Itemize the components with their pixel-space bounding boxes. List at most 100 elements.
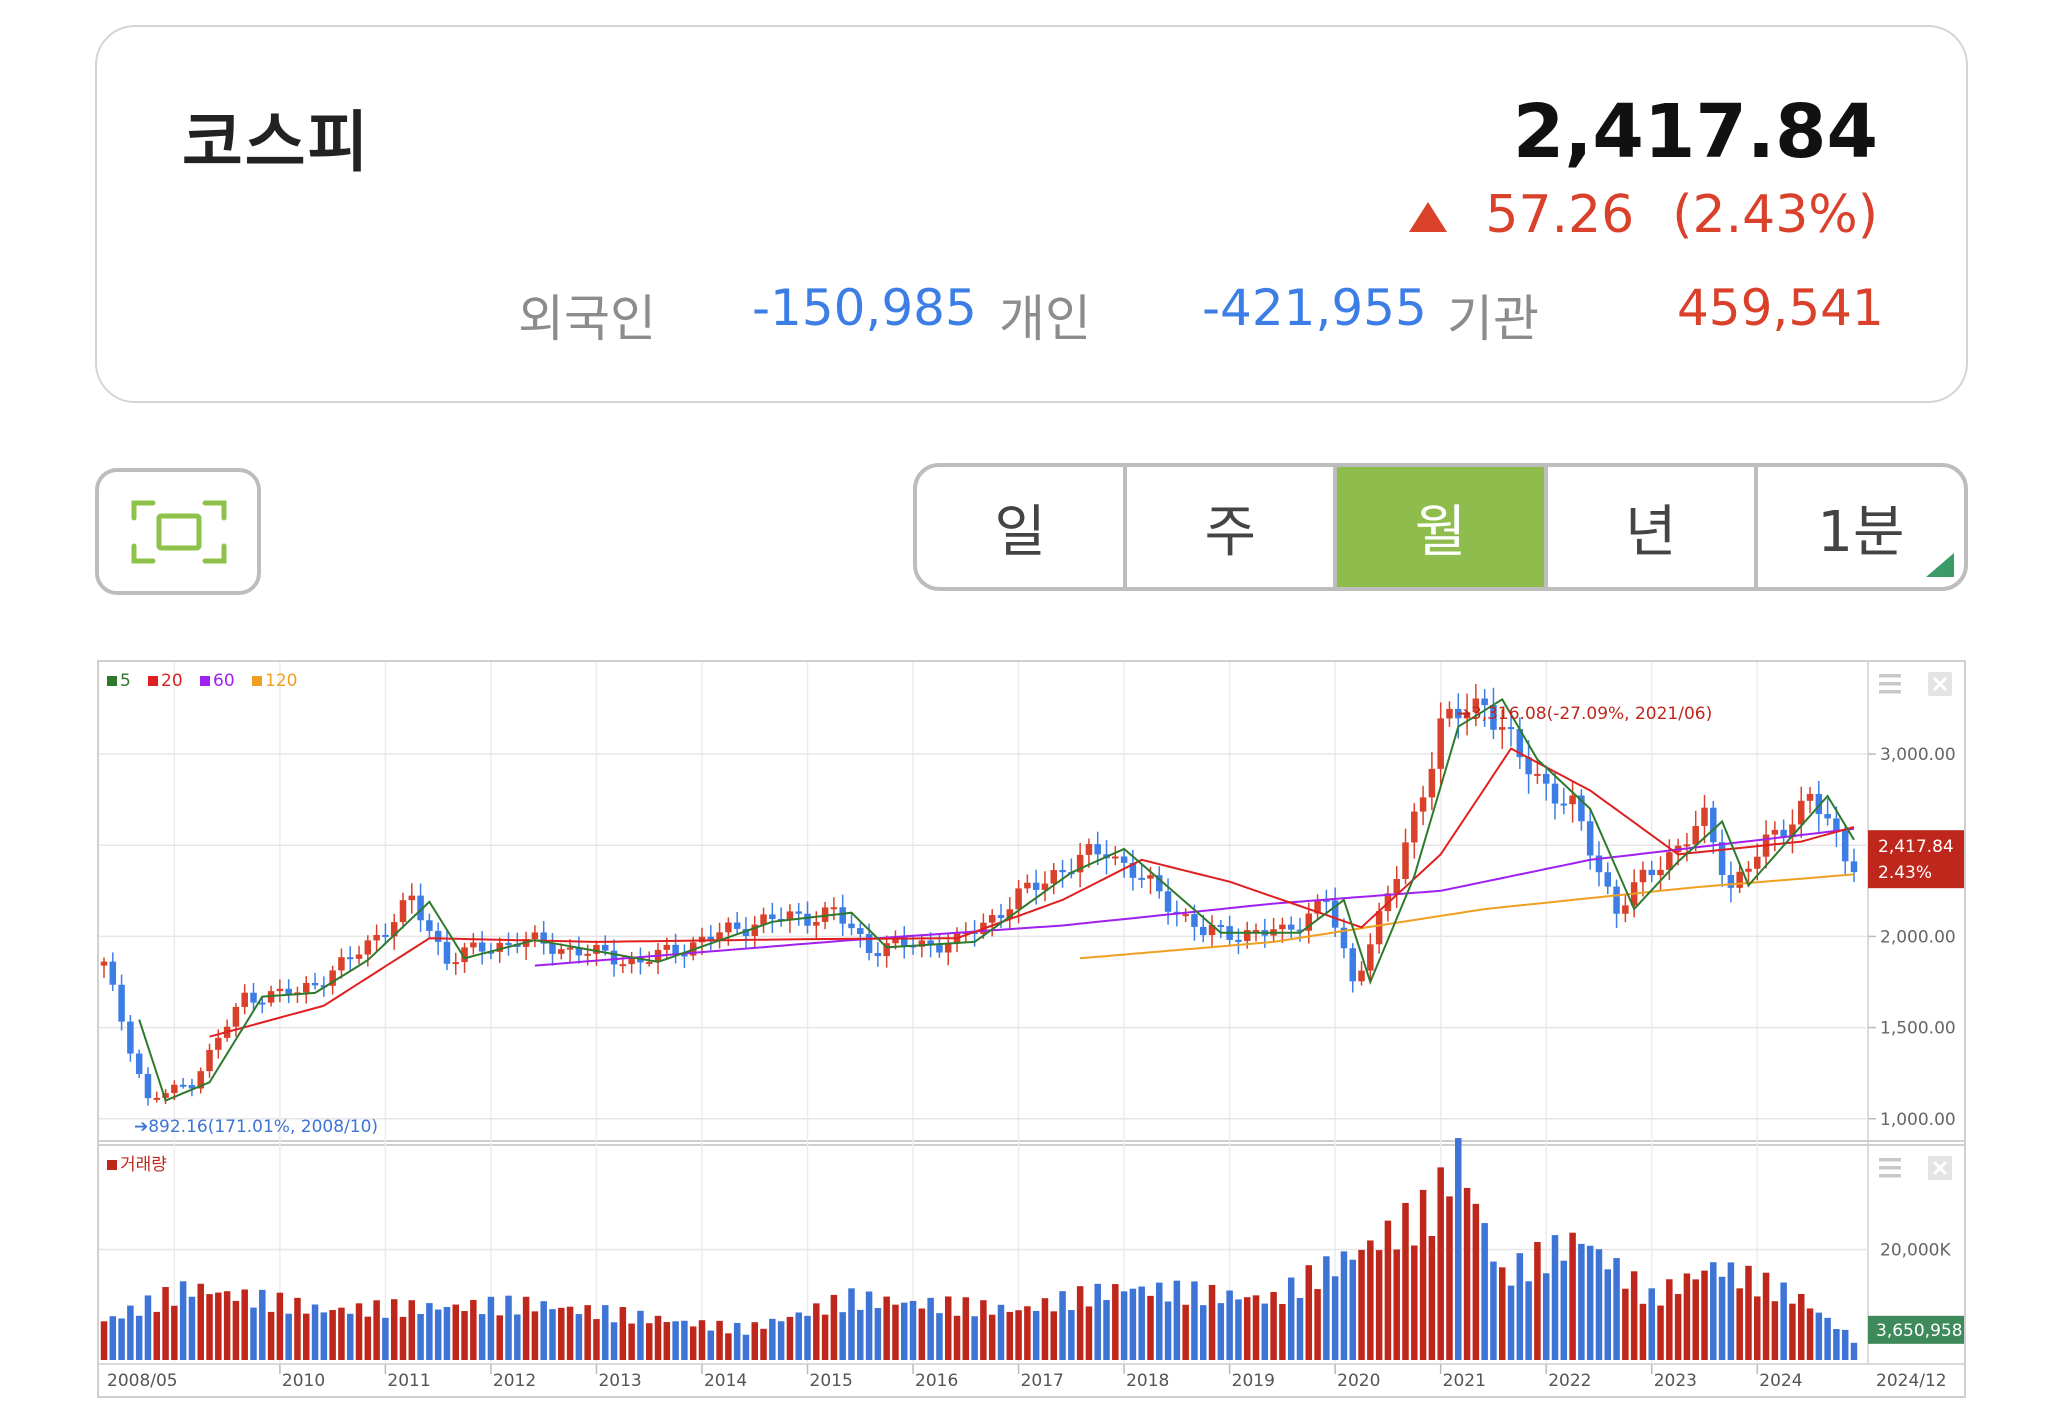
volume-bar [1622, 1288, 1629, 1360]
candle-body [1112, 856, 1119, 859]
legend-swatch [148, 676, 158, 686]
volume-bar [250, 1307, 257, 1360]
volume-bar [1156, 1282, 1163, 1360]
legend-label: 60 [213, 671, 235, 691]
candle-body [1463, 712, 1471, 719]
candle-body [1437, 718, 1444, 769]
candle-body [1613, 886, 1620, 914]
candle-body [1340, 927, 1348, 949]
legend-swatch [252, 676, 262, 686]
candle-body [1833, 818, 1840, 831]
volume-bar [338, 1307, 345, 1360]
candle-body [382, 934, 389, 937]
tab-minute[interactable]: 1분 [1758, 467, 1964, 587]
candle-body [918, 940, 926, 947]
volume-bar [1349, 1259, 1356, 1360]
x-tick-label: 2021 [1443, 1371, 1486, 1391]
candle-body [1129, 862, 1137, 878]
tab-day[interactable]: 일 [917, 467, 1128, 587]
candle-body [1578, 795, 1585, 822]
volume-bar [1604, 1269, 1612, 1360]
volume-bar [777, 1321, 785, 1360]
candle-body [549, 943, 556, 954]
candle-body [1780, 829, 1787, 838]
candle-body [1455, 708, 1462, 719]
candle-body [461, 947, 468, 963]
volume-bar [689, 1326, 697, 1360]
volume-bar [408, 1300, 416, 1360]
volume-bar [434, 1309, 442, 1360]
candle-body [1841, 830, 1849, 862]
candle-body [1710, 807, 1717, 843]
volume-bar [944, 1296, 952, 1360]
legend-label: 거래량 [120, 1155, 167, 1175]
candle-body [1208, 924, 1216, 936]
candle-body [848, 923, 855, 929]
candle-body [566, 947, 574, 950]
fullscreen-button[interactable] [95, 468, 261, 595]
candle-body [795, 911, 802, 914]
candle-body [276, 988, 284, 992]
candle-body [1622, 905, 1629, 914]
volume-bar [232, 1300, 240, 1360]
candle-body [364, 940, 372, 955]
menu-icon [1879, 1158, 1901, 1162]
volume-bar [1120, 1291, 1128, 1360]
tab-year[interactable]: 년 [1548, 467, 1758, 587]
volume-bar [1041, 1298, 1049, 1360]
candle-body [1850, 861, 1858, 873]
candle-body [1560, 803, 1568, 806]
candle-body [1542, 773, 1550, 784]
candle-body [1639, 869, 1647, 883]
volume-bar [162, 1287, 169, 1360]
volume-bar [1411, 1245, 1418, 1360]
candle-body [127, 1021, 134, 1054]
candle-body [399, 900, 407, 923]
volume-bar [602, 1305, 609, 1360]
volume-bar [962, 1297, 970, 1360]
last-volume-badge [1868, 1315, 1964, 1344]
volume-bar [373, 1300, 380, 1360]
close-icon [1932, 1160, 1948, 1176]
candle-body [1287, 924, 1295, 930]
candle-body [1235, 939, 1242, 942]
tab-label: 1분 [1817, 499, 1905, 565]
candle-body [259, 1002, 266, 1005]
individual-label: 개인 [999, 290, 1091, 348]
volume-bar [1437, 1167, 1444, 1360]
candle-body [1349, 948, 1356, 982]
volume-bar [1718, 1276, 1726, 1360]
volume-bar [1525, 1281, 1532, 1360]
legend-swatch [107, 1160, 117, 1170]
volume-bar [329, 1310, 336, 1360]
volume-bar [1762, 1272, 1770, 1360]
volume-bar [988, 1314, 996, 1360]
volume-bar [707, 1330, 715, 1360]
candle-body [1367, 944, 1374, 971]
tab-week[interactable]: 주 [1127, 467, 1338, 587]
candle-body [408, 895, 416, 901]
menu-icon [1879, 1174, 1901, 1178]
candle-body [1331, 900, 1339, 928]
candle-body [997, 915, 1005, 919]
volume-bar [1173, 1280, 1181, 1360]
volume-bar [1112, 1284, 1119, 1360]
legend-label: 120 [265, 671, 297, 691]
volume-bar [1068, 1310, 1075, 1360]
tab-month[interactable]: 월 [1337, 467, 1548, 587]
volume-bar [848, 1288, 855, 1360]
volume-bar [566, 1306, 574, 1360]
candle-body [303, 982, 310, 993]
candle-body [619, 964, 627, 967]
volume-bar [540, 1301, 547, 1360]
candle-body [839, 907, 846, 924]
volume-bar [1710, 1262, 1717, 1360]
volume-bar [610, 1322, 618, 1360]
candle-body [830, 907, 838, 910]
candle-body [742, 928, 750, 937]
volume-bar [197, 1283, 204, 1360]
candle-body [1024, 882, 1031, 889]
volume-bar [637, 1310, 644, 1360]
volume-bar [1375, 1250, 1383, 1360]
volume-bar [1683, 1273, 1691, 1360]
